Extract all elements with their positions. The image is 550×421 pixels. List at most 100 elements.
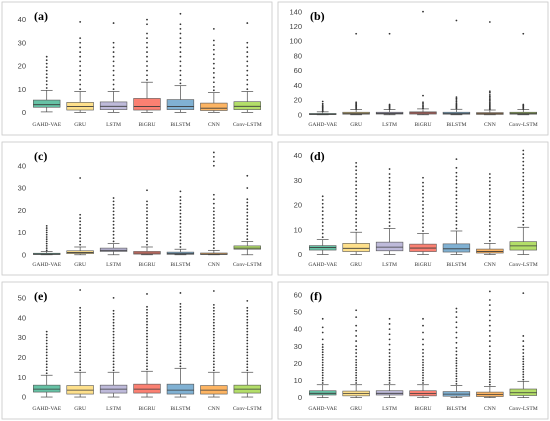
outlier-point [179,305,182,308]
outlier-point [179,332,182,335]
box-cnn [200,27,228,113]
outlier-point [146,293,148,295]
outlier-point [212,155,215,158]
outlier-point [522,197,525,200]
outlier-point [522,201,525,204]
outlier-point [79,312,82,315]
outlier-point [146,362,148,365]
outlier-point [355,382,358,384]
x-category-label: GRU [74,122,86,128]
outlier-point [422,105,424,108]
outlier-point [45,372,48,375]
outlier-point [79,318,82,321]
outlier-point [179,353,182,356]
outlier-point [321,364,324,366]
outlier-point [246,333,249,336]
y-tick-label: 30 [294,176,302,185]
y-tick-label: 10 [18,85,26,94]
outlier-point [79,46,82,49]
outlier-point [455,97,458,100]
outlier-point [422,317,424,320]
box-conv-lstm [233,22,261,113]
outlier-point [455,307,458,310]
outlier-point [179,219,182,222]
outlier-point [321,317,324,320]
outlier-point [388,348,391,351]
outlier-point [488,213,491,216]
outlier-point [488,217,491,220]
outlier-point [355,324,358,327]
x-category-label: LSTM [382,122,397,128]
outlier-point [522,175,525,178]
box-gahd-vae [33,330,61,398]
outlier-point [488,173,491,175]
outlier-point [146,308,148,311]
outlier-point [45,80,48,82]
x-category-label: GAHD-VAE [32,122,61,128]
outlier-point [321,195,324,198]
y-tick-label: 40 [294,151,302,160]
panel-label: (f) [310,289,322,303]
outlier-point [45,236,48,238]
outlier-point [455,377,458,380]
outlier-point [455,357,458,360]
outlier-point [455,350,458,353]
outlier-point [79,65,82,67]
outlier-point [488,95,491,98]
y-tick-label: 40 [294,325,302,334]
iqr-box [342,243,370,252]
outlier-point [422,176,424,179]
outlier-point [422,101,424,104]
outlier-point [179,60,182,63]
outlier-point [212,324,215,327]
outlier-point [246,357,249,360]
outlier-point [388,217,391,220]
outlier-point [212,366,215,369]
outlier-point [79,339,82,342]
outlier-point [488,363,491,366]
outlier-point [355,213,358,216]
outlier-point [146,341,148,344]
outlier-point [488,187,491,190]
outlier-point [355,221,358,224]
y-tick-label: 0 [22,250,26,259]
outlier-point [321,102,324,105]
outlier-point [422,369,424,372]
x-category-label: CNN [484,406,496,412]
x-category-label: BiGRU [138,122,155,128]
outlier-point [79,223,82,226]
y-tick-label: 20 [18,62,26,71]
outlier-point [45,224,48,227]
outlier-point [488,360,491,363]
outlier-point [321,348,324,351]
outlier-point [179,317,182,320]
outlier-point [246,174,249,177]
outlier-point [355,199,358,201]
outlier-point [212,339,215,342]
outlier-point [455,347,458,349]
outlier-point [212,333,215,336]
panel-a: 0 10 20 30 40 GAHD-VAE GRU LSTM BiGRU BiLSTM CNN Co… [1,1,273,136]
outlier-point [246,78,249,81]
outlier-point [388,195,391,198]
outlier-point [112,227,115,229]
outlier-point [321,356,324,359]
outlier-point [146,200,148,203]
outlier-point [355,364,358,366]
outlier-point [112,351,115,354]
outlier-point [246,224,249,227]
outlier-point [112,237,115,239]
box-conv-lstm [233,174,261,256]
iqr-box [233,245,261,250]
outlier-point [455,227,458,230]
y-tick-label: 0 [22,393,26,402]
outlier-point [321,359,324,361]
outlier-point [321,100,324,103]
box-conv-lstm [509,292,537,398]
outlier-point [522,179,525,182]
x-category-label: LSTM [106,262,121,268]
y-tick-label: 120 [289,22,302,31]
x-category-label: Conv-LSTM [509,122,538,128]
outlier-point [321,338,324,341]
outlier-point [212,327,215,330]
